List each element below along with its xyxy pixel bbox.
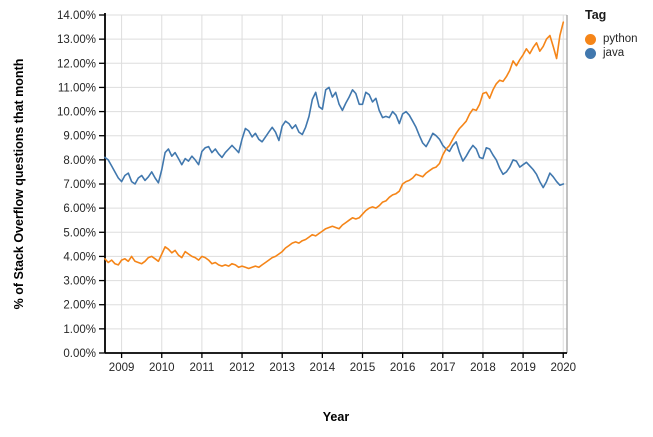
y-tick-label: 1.00%: [63, 324, 96, 336]
x-tick-label: 2015: [350, 362, 376, 374]
y-tick-label: 3.00%: [63, 276, 96, 288]
legend-label-java: java: [603, 47, 625, 59]
legend-items: python java: [585, 32, 651, 60]
x-tick-label: 2018: [470, 362, 496, 374]
x-tick-label: 2017: [430, 362, 456, 374]
legend: Tag python java: [585, 8, 651, 60]
y-tick-label: 10.00%: [57, 107, 96, 119]
x-tick-label: 2011: [190, 362, 215, 374]
legend-item-python[interactable]: python: [585, 32, 651, 46]
legend-label-python: python: [603, 33, 638, 45]
y-tick-label: 8.00%: [63, 155, 96, 167]
x-tick-label: 2016: [390, 362, 416, 374]
y-tick-label: 11.00%: [58, 82, 96, 94]
legend-title: Tag: [585, 8, 607, 22]
axes: 0.00% 1.00% 2.00% 3.00% 4.00% 5.00% 6.00% 7.00%…: [57, 10, 576, 374]
y-tick-label: 0.00%: [63, 348, 96, 360]
python-line: [104, 21, 565, 270]
x-tick-label: 2020: [550, 362, 576, 374]
x-tick-label: 2010: [149, 362, 175, 374]
x-tick-label: 2009: [109, 362, 135, 374]
x-axis-title: Year: [323, 410, 350, 424]
x-tick-label: 2013: [269, 362, 295, 374]
java-color-dot-icon: [585, 47, 596, 59]
java-line: [104, 86, 565, 189]
y-tick-label: 13.00%: [57, 34, 96, 46]
legend-item-java[interactable]: java: [585, 46, 651, 60]
y-tick-label: 12.00%: [57, 58, 96, 70]
y-tick-label: 6.00%: [63, 203, 96, 215]
y-tick-label: 4.00%: [63, 251, 96, 263]
y-axis-title: % of Stack Overflow questions that month: [12, 59, 26, 310]
gridlines: [105, 14, 567, 354]
x-tick-label: 2019: [510, 362, 536, 374]
x-tick-label: 2014: [310, 362, 336, 374]
y-tick-label: 14.00%: [57, 10, 96, 22]
x-tick-label: 2012: [229, 362, 255, 374]
y-tick-label: 2.00%: [63, 300, 96, 312]
data-lines: [104, 21, 565, 270]
y-tick-label: 5.00%: [63, 227, 96, 239]
python-color-dot-icon: [585, 33, 596, 45]
y-tick-label: 9.00%: [63, 131, 96, 143]
y-tick-label: 7.00%: [63, 179, 96, 191]
